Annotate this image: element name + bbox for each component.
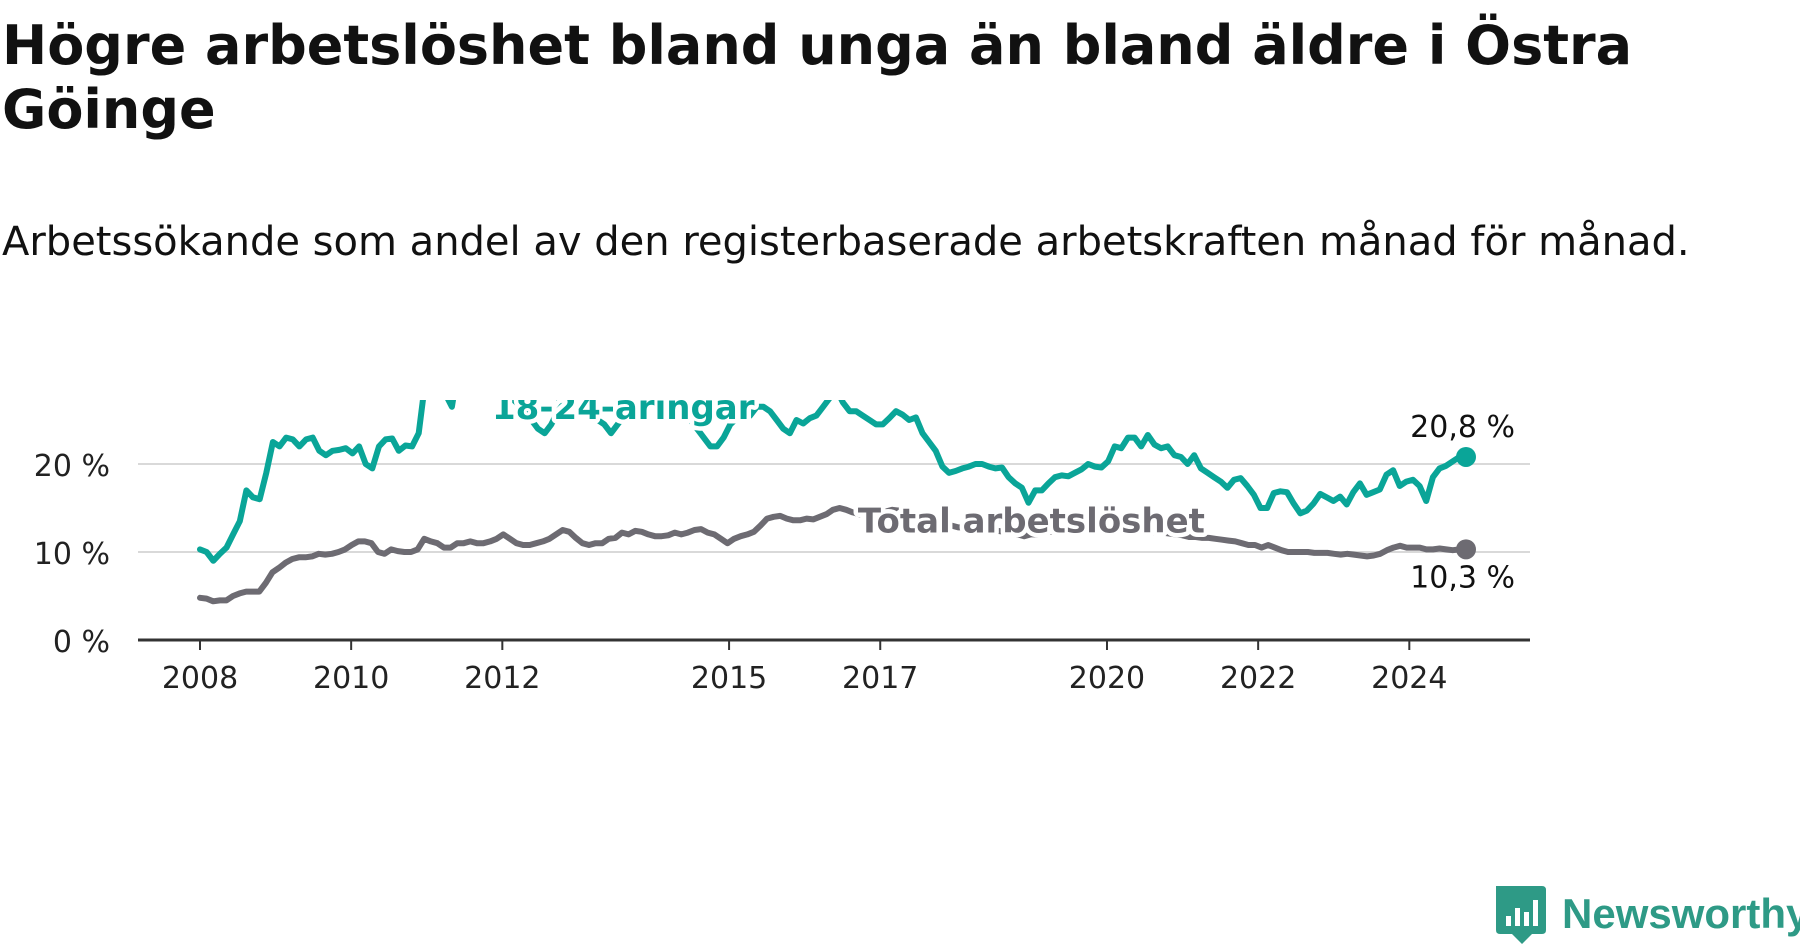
y-tick-label: 0 %	[53, 625, 110, 660]
brand-name: Newsworthy	[1562, 890, 1800, 937]
chart-subtitle: Arbetssökande som andel av den registerb…	[2, 219, 1690, 265]
y-tick-label: 10 %	[34, 537, 110, 572]
x-tick-label: 2008	[162, 661, 238, 696]
total-series-label: Total arbetslöshet	[858, 501, 1205, 541]
line-chart: 0 %10 %20 %30 % 200820102012201520172020…	[34, 400, 1530, 696]
series-lines	[197, 400, 1476, 605]
x-tick-label: 2010	[313, 661, 389, 696]
series-labels: 18-24-åringar 20,8 % Total arbetslöshet 10,…	[488, 400, 1515, 595]
youth-end-value-label: 20,8 %	[1410, 410, 1515, 445]
x-tick-label: 2022	[1220, 661, 1296, 696]
youth-series-label: 18-24-åringar	[492, 400, 755, 428]
youth-end-point	[1456, 446, 1476, 467]
x-tick-label: 2020	[1069, 661, 1145, 696]
total-series-line	[197, 505, 1469, 605]
x-tick-label: 2012	[464, 661, 540, 696]
gridlines	[138, 463, 1530, 553]
x-tick-label: 2024	[1371, 661, 1447, 696]
total-end-value-label: 10,3 %	[1410, 560, 1515, 595]
x-tick-label: 2015	[691, 661, 767, 696]
y-tick-label: 20 %	[34, 449, 110, 484]
chart-title: Högre arbetslöshet bland unga än bland ä…	[2, 14, 1633, 141]
x-axis: 2008 2010 2012 2015 2017 2020 2022 2024	[138, 638, 1530, 696]
newsworthy-logo-icon	[1496, 886, 1546, 944]
x-tick-label: 2017	[842, 661, 918, 696]
y-axis: 0 %10 %20 %30 %	[34, 449, 110, 660]
youth-series-line	[197, 400, 1469, 564]
total-end-point	[1456, 539, 1476, 560]
